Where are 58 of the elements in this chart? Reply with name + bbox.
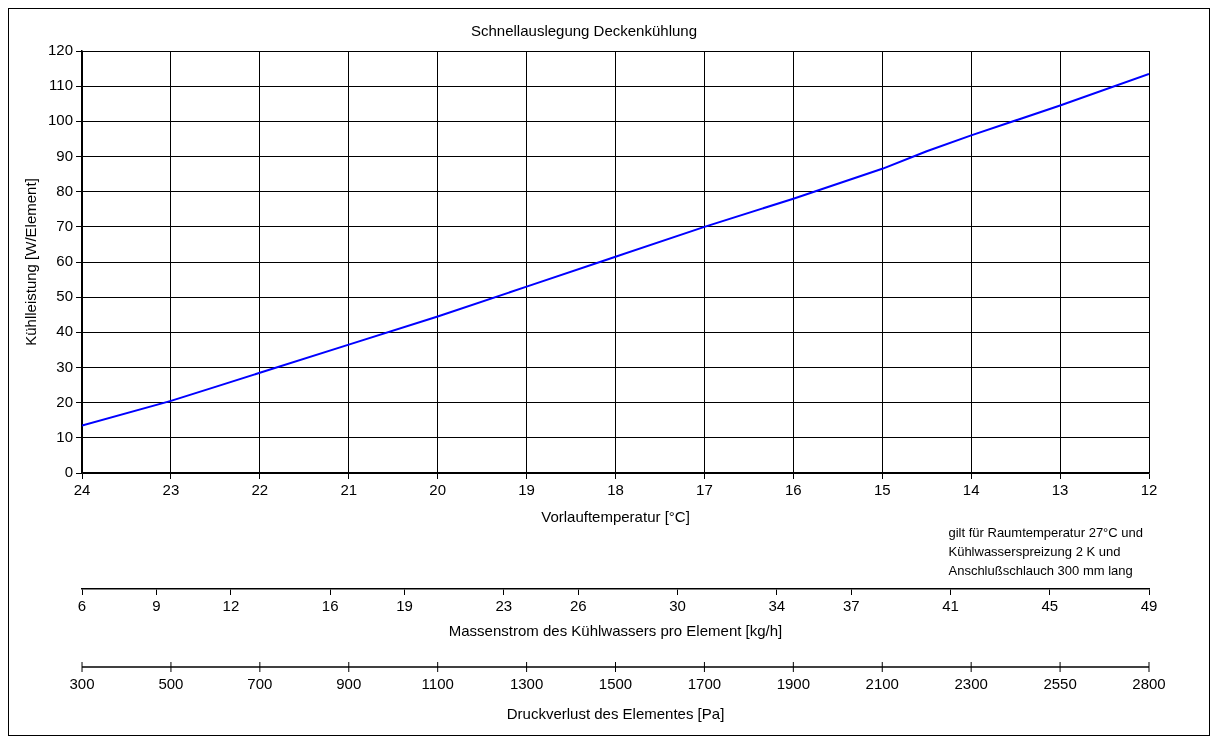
x2-tick-label: 16	[321, 597, 339, 615]
annotation: 1500	[598, 674, 633, 692]
x-tick-label: 22	[251, 481, 269, 499]
x2-tick-label: 49	[1140, 597, 1158, 615]
x-tick-label: 14	[962, 481, 980, 499]
x2-tick-label: 23	[495, 597, 513, 615]
text: Druckverlust des Elementes [Pa]	[506, 704, 725, 722]
annotation: 500	[158, 674, 184, 692]
annotation: 300	[69, 674, 95, 692]
x2-tick-label: 37	[842, 597, 860, 615]
x-tick-label: 23	[162, 481, 180, 499]
x2-tick-label: 41	[942, 597, 959, 615]
x-tick-label: 20	[429, 481, 447, 499]
y-tick-label: 40	[56, 322, 74, 340]
x2-tick-label: 9	[152, 597, 161, 615]
x-tick-label: 13	[1051, 481, 1069, 499]
y-tick-label: 20	[56, 392, 74, 410]
y-tick-label: 0	[64, 463, 74, 481]
x2-axis-title: Massenstrom des Kühlwassers pro Element [kg/h]	[448, 622, 783, 640]
x-tick-label: 15	[873, 481, 891, 499]
x-tick-label: 24	[73, 481, 91, 499]
annotation: 2100	[865, 674, 899, 692]
y-tick-label: 70	[56, 216, 74, 234]
x2-tick-label: 19	[396, 597, 413, 615]
x2-tick-label: 30	[669, 597, 686, 615]
y-tick-label: 50	[56, 287, 74, 305]
annotation: 1100	[421, 674, 454, 692]
y-tick-label: 30	[56, 357, 74, 375]
y-tick-label: 10	[56, 427, 74, 445]
x2-tick-label: 12	[222, 597, 240, 615]
x-axis-title: Vorlauftemperatur [°C]	[541, 508, 690, 526]
x-tick-label: 17	[696, 481, 713, 499]
x-tick-label: 12	[1140, 481, 1158, 499]
x2-tick-label: 26	[569, 597, 587, 615]
text: gilt für Raumtemperatur 27°C und Kühlwasserspreizung 2 K und Anschlußschlauch 300 mm lang	[948, 524, 1143, 580]
annotation: 1300	[509, 674, 544, 692]
x2-tick-label: 45	[1041, 597, 1059, 615]
y-tick-label: 110	[49, 76, 74, 94]
annotation: 2800	[1132, 674, 1166, 692]
annotation: 1900	[776, 674, 811, 692]
x-tick-label: 18	[607, 481, 624, 499]
x2-tick-label: 34	[768, 597, 786, 615]
y-tick-label: 90	[56, 146, 74, 164]
x-tick-label: 19	[518, 481, 535, 499]
y-tick-label: 60	[56, 252, 74, 270]
annotation: 900	[336, 674, 362, 692]
annotation: 2550	[1043, 674, 1077, 692]
y-axis-title: Kühlleistung [W/Element]	[22, 178, 40, 346]
annotation: 1700	[687, 674, 722, 692]
x-tick-label: 16	[785, 481, 802, 499]
y-tick-label: 80	[56, 181, 74, 199]
chart-title: Schnellauslegung Deckenkühlung	[471, 22, 697, 40]
x2-tick-label: 6	[77, 597, 87, 615]
x-tick-label: 21	[340, 481, 358, 499]
annotation: 2300	[954, 674, 988, 692]
annotation: 700	[247, 674, 273, 692]
y-tick-label: 120	[48, 41, 74, 59]
y-tick-label: 100	[48, 111, 74, 129]
